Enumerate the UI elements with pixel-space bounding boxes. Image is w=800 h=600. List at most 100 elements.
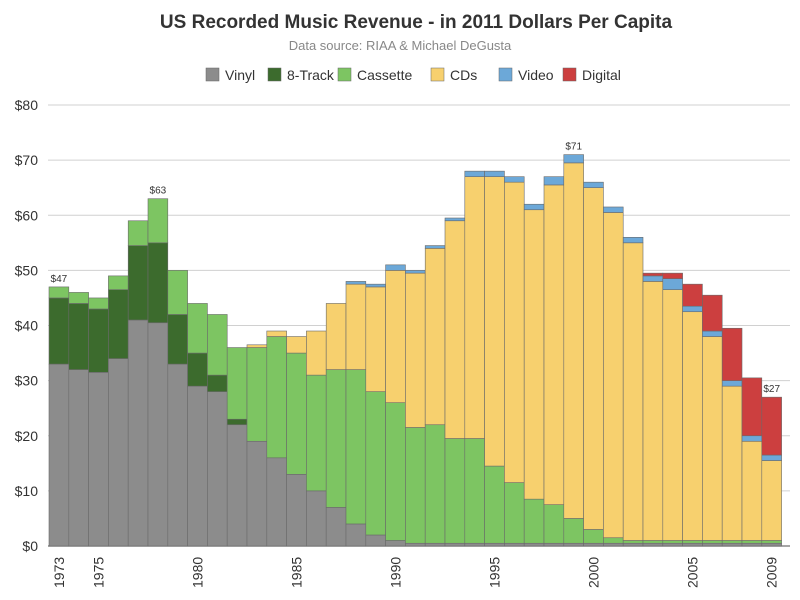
bar-segment-vinyl bbox=[484, 542, 505, 547]
total-label: $63 bbox=[150, 186, 167, 197]
bar-segment-video bbox=[721, 380, 743, 387]
bar-segment-cds bbox=[246, 344, 268, 348]
bar-stack-2000 bbox=[583, 181, 604, 547]
bar-segment-video bbox=[761, 454, 782, 461]
legend-item-vinyl[interactable]: Vinyl bbox=[205, 67, 255, 83]
bar-segment-digital bbox=[761, 396, 782, 456]
legend-label: Video bbox=[518, 67, 554, 83]
bar-stack-2005 bbox=[682, 283, 703, 547]
bar-segment-8-track bbox=[207, 374, 228, 392]
bar-segment-cassette bbox=[563, 518, 584, 544]
bar-segment-cassette bbox=[622, 540, 644, 544]
legend-swatch bbox=[498, 67, 513, 82]
y-tick-label: $30 bbox=[15, 373, 39, 389]
bar-segment-cassette bbox=[345, 369, 367, 525]
legend-item-cds[interactable]: CDs bbox=[430, 67, 477, 83]
bar-stack-1974 bbox=[68, 292, 89, 547]
bar-segment-cds bbox=[345, 283, 367, 370]
bar-segment-8-track bbox=[147, 242, 169, 324]
bar-segment-cassette bbox=[444, 438, 466, 544]
bar-stack-1985 bbox=[286, 336, 307, 547]
bar-segment-cassette bbox=[464, 438, 485, 544]
bar-stack-1992 bbox=[424, 245, 446, 547]
legend-label: Cassette bbox=[357, 67, 412, 83]
legend-swatch bbox=[562, 67, 577, 82]
bar-segment-vinyl bbox=[306, 490, 327, 547]
bar-segment-cassette bbox=[286, 352, 307, 475]
bar-segment-cds bbox=[761, 460, 782, 541]
bar-segment-8-track bbox=[187, 352, 208, 387]
legend-label: CDs bbox=[450, 67, 477, 83]
bar-segment-cassette bbox=[642, 540, 664, 544]
bar-segment-cassette bbox=[68, 292, 89, 304]
bar-segment-cassette bbox=[662, 540, 683, 544]
bar-segment-cds bbox=[266, 330, 287, 337]
bar-stack-1975 bbox=[88, 297, 109, 547]
x-tick-label: 2009 bbox=[764, 557, 780, 588]
bar-segment-cds bbox=[543, 184, 565, 505]
bar-segment-vinyl bbox=[167, 363, 188, 547]
y-tick-label: $0 bbox=[22, 538, 38, 554]
bar-stack-1979 bbox=[167, 270, 188, 547]
bar-segment-cassette bbox=[603, 537, 624, 544]
legend-item-digital[interactable]: Digital bbox=[562, 67, 621, 83]
bar-segment-8-track bbox=[226, 418, 248, 426]
bar-segment-8-track bbox=[127, 245, 149, 321]
bar-segment-video bbox=[702, 330, 723, 337]
bar-segment-video bbox=[543, 176, 565, 186]
legend-item-video[interactable]: Video bbox=[498, 67, 554, 83]
bar-segment-vinyl bbox=[464, 542, 485, 547]
bar-segment-digital bbox=[702, 294, 723, 332]
y-tick-label: $80 bbox=[15, 97, 39, 113]
bar-segment-vinyl bbox=[721, 542, 743, 547]
bar-stack-1988 bbox=[345, 281, 367, 547]
bar-segment-cds bbox=[504, 181, 525, 483]
bar-segment-cassette bbox=[127, 220, 149, 246]
bar-segment-video bbox=[523, 203, 545, 211]
bar-stack-1984 bbox=[266, 330, 287, 547]
bar-segment-cassette bbox=[504, 482, 525, 544]
bar-segment-video bbox=[385, 264, 406, 271]
y-tick-label: $20 bbox=[15, 428, 39, 444]
bar-stack-1994 bbox=[464, 170, 485, 547]
bar-segment-cds bbox=[662, 289, 683, 541]
chart-subtitle: Data source: RIAA & Michael DeGusta bbox=[289, 38, 512, 53]
bar-segment-video bbox=[504, 176, 525, 183]
bar-stack-1998 bbox=[543, 176, 565, 547]
bar-segment-cassette bbox=[48, 286, 70, 299]
bar-segment-cassette bbox=[484, 465, 505, 544]
bar-segment-cassette bbox=[523, 498, 545, 544]
x-tick-label: 1980 bbox=[190, 557, 206, 588]
bar-segment-vinyl bbox=[424, 542, 446, 547]
bar-segment-cds bbox=[721, 385, 743, 541]
bar-segment-cds bbox=[405, 272, 426, 428]
bar-segment-vinyl bbox=[444, 542, 466, 547]
bar-segment-cassette bbox=[721, 540, 743, 544]
legend-item-8-track[interactable]: 8-Track bbox=[267, 67, 335, 83]
bar-segment-cds bbox=[583, 187, 604, 530]
bar-segment-cassette bbox=[405, 427, 426, 544]
bar-segment-vinyl bbox=[622, 542, 644, 547]
bar-stack-2003 bbox=[642, 272, 664, 547]
bar-segment-vinyl bbox=[662, 542, 683, 547]
bar-segment-video bbox=[583, 181, 604, 188]
bar-segment-vinyl bbox=[761, 542, 782, 547]
bar-segment-cassette bbox=[702, 540, 723, 544]
bar-segment-digital bbox=[642, 272, 664, 277]
bar-segment-vinyl bbox=[405, 542, 426, 547]
bar-segment-cassette bbox=[266, 336, 287, 459]
annotations: $47 $63 $71 $27 bbox=[51, 142, 781, 396]
bar-stack-2007 bbox=[721, 327, 743, 547]
bar-stack-2009 bbox=[761, 396, 782, 547]
bar-segment-digital bbox=[662, 272, 683, 279]
legend-swatch bbox=[267, 67, 282, 82]
bar-segment-cassette bbox=[365, 391, 386, 536]
bar-segment-cassette bbox=[246, 347, 268, 442]
bar-segment-cassette bbox=[325, 369, 347, 508]
x-tick-label: 1973 bbox=[51, 557, 67, 588]
bar-segment-vinyl bbox=[187, 385, 208, 547]
total-label: $27 bbox=[763, 384, 780, 395]
bar-segment-cds bbox=[365, 286, 386, 392]
y-tick-label: $50 bbox=[15, 262, 39, 278]
legend-item-cassette[interactable]: Cassette bbox=[337, 67, 412, 83]
